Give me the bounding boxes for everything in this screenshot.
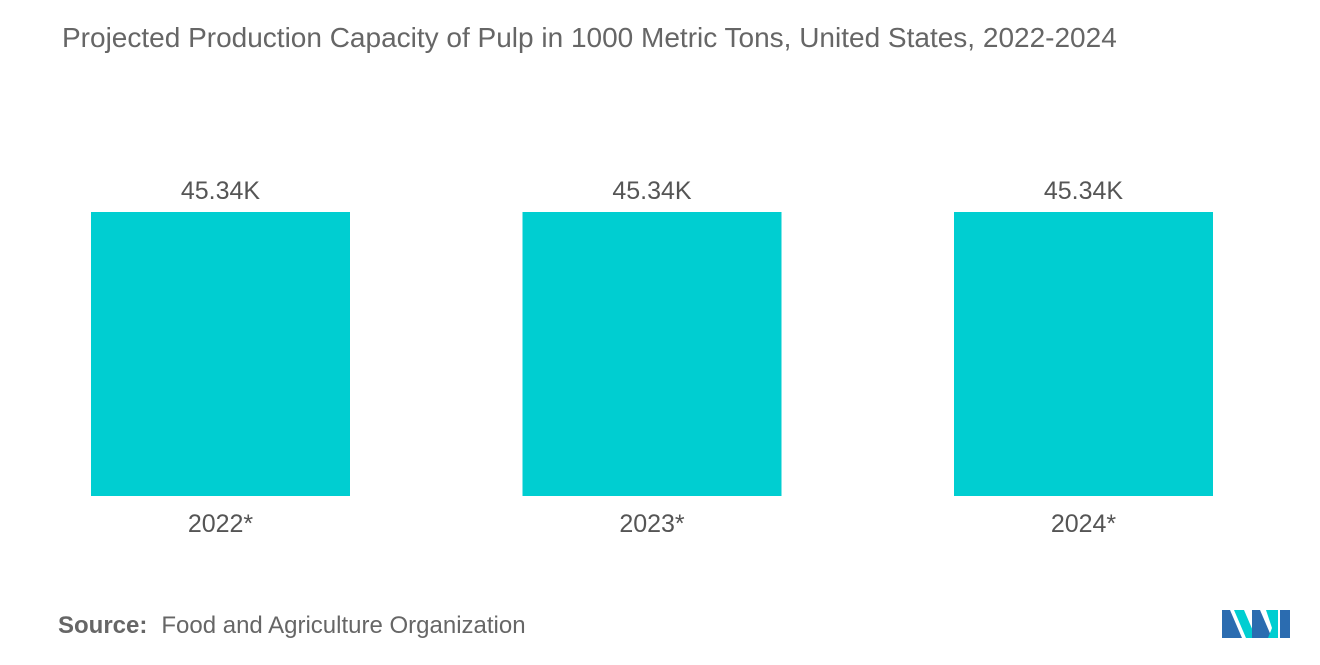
bar-2023 — [522, 212, 782, 496]
data-label: 45.34K — [612, 177, 692, 205]
source-text: Food and Agriculture Organization — [161, 612, 526, 639]
x-tick-label: 2023* — [619, 510, 685, 538]
chart-title: Projected Production Capacity of Pulp in… — [62, 22, 1117, 53]
data-label: 45.34K — [181, 177, 261, 205]
bar-chart: 45.34K 2022* 45.34K 2023* 45.34K 2024* — [91, 177, 1213, 538]
x-tick-label: 2024* — [1051, 510, 1117, 538]
bar-2022 — [91, 212, 350, 496]
x-tick-label: 2022* — [188, 510, 254, 538]
source-line: Source: Food and Agriculture Organization — [58, 612, 526, 640]
source-label: Source: — [58, 612, 148, 639]
data-label: 45.34K — [1044, 177, 1124, 205]
mordor-intelligence-logo-icon — [1222, 610, 1290, 638]
bar-2024 — [954, 212, 1213, 496]
